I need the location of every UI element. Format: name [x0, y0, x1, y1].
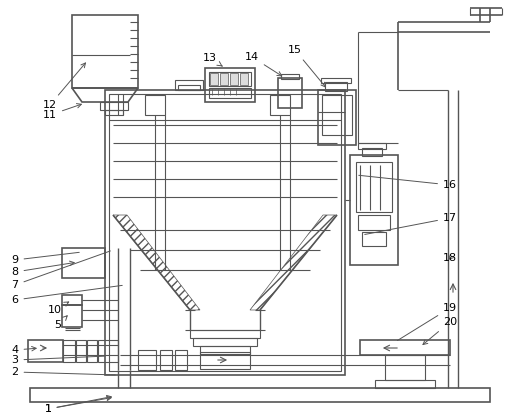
Text: 12: 12	[43, 63, 85, 110]
Bar	[105, 90, 345, 375]
Text: 1: 1	[45, 395, 111, 414]
Bar	[175, 350, 187, 370]
Bar	[105, 110, 123, 115]
Bar	[28, 340, 63, 362]
Bar	[362, 232, 386, 246]
Text: 6: 6	[11, 285, 122, 305]
Bar	[160, 350, 172, 370]
Bar	[358, 215, 390, 230]
Bar	[63, 340, 75, 362]
Bar	[230, 73, 238, 85]
Bar	[87, 340, 97, 362]
Text: 7: 7	[11, 251, 110, 290]
Bar	[30, 388, 490, 402]
Bar	[385, 355, 425, 380]
Bar	[281, 74, 299, 79]
Bar	[350, 155, 398, 265]
Text: 4: 4	[11, 345, 36, 355]
Text: 9: 9	[11, 252, 79, 265]
Bar	[62, 305, 82, 327]
Text: 8: 8	[11, 261, 74, 277]
Text: 16: 16	[359, 175, 457, 190]
Bar	[205, 68, 255, 102]
Bar	[178, 85, 200, 90]
Text: 14: 14	[245, 52, 282, 76]
Bar	[375, 380, 435, 388]
Bar	[62, 248, 105, 278]
Bar	[98, 340, 118, 362]
Bar	[190, 330, 260, 338]
Bar	[76, 340, 86, 362]
Bar	[358, 143, 386, 149]
Text: 1: 1	[45, 396, 111, 414]
Bar	[322, 95, 352, 135]
Bar	[318, 90, 356, 145]
Text: 3: 3	[11, 355, 105, 365]
Bar	[200, 352, 250, 369]
Text: 18: 18	[443, 253, 457, 263]
Bar	[62, 295, 82, 305]
Bar	[72, 15, 138, 88]
Text: 20: 20	[423, 317, 457, 344]
Bar	[321, 78, 351, 83]
Bar	[240, 73, 248, 85]
Text: 5: 5	[54, 316, 67, 330]
Text: 19: 19	[397, 303, 457, 341]
Bar	[325, 82, 347, 91]
Bar	[210, 73, 218, 85]
Text: 2: 2	[11, 367, 115, 377]
Bar	[209, 88, 251, 98]
Bar	[270, 95, 290, 115]
Text: 15: 15	[288, 45, 325, 87]
Bar	[193, 338, 257, 346]
Text: 11: 11	[43, 104, 81, 120]
Text: 10: 10	[48, 302, 69, 315]
Bar	[220, 73, 228, 85]
Text: 13: 13	[203, 53, 222, 66]
Text: 17: 17	[365, 213, 457, 234]
Bar	[360, 340, 450, 355]
Bar	[175, 80, 203, 90]
Bar	[145, 95, 165, 115]
Bar	[356, 162, 392, 212]
Bar	[100, 102, 128, 110]
Bar	[362, 148, 382, 156]
Bar	[138, 350, 156, 370]
Bar	[278, 78, 302, 108]
Bar	[200, 346, 250, 354]
Bar	[109, 94, 341, 371]
Bar	[209, 72, 251, 86]
